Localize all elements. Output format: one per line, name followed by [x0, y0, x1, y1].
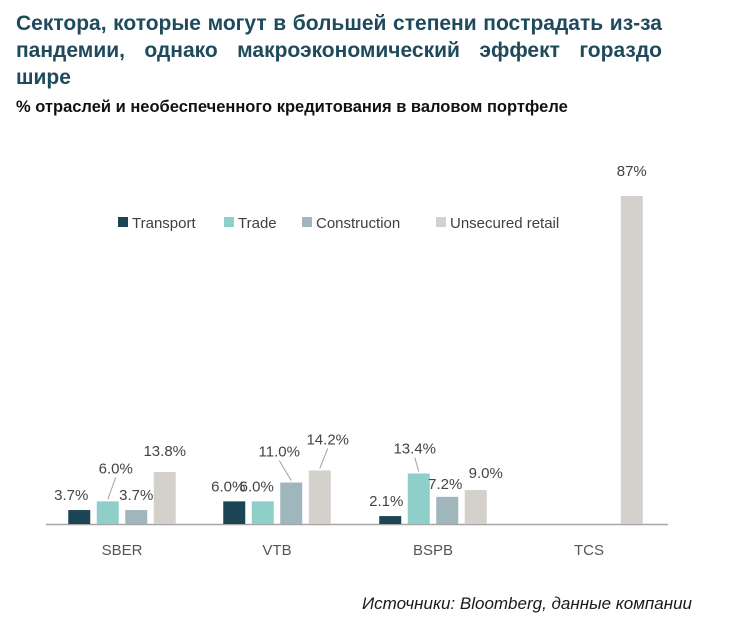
legend-label-trade: Trade [238, 215, 277, 232]
x-tick-label-sber: SBER [102, 542, 143, 559]
bar-vtb-construction [280, 482, 303, 524]
legend-swatch-transport [118, 217, 128, 227]
leader-line-bspb-trade [414, 457, 420, 472]
data-label-sber-construction: 3.7% [119, 487, 153, 504]
bar-vtb-trade [251, 501, 274, 524]
chart-subtitle: % отраслей и необеспеченного кредитовани… [16, 98, 568, 116]
data-label-vtb-unsecured-retail: 14.2% [306, 431, 349, 448]
legend-label-unsecured-retail: Unsecured retail [450, 215, 559, 232]
bar-bspb-transport [379, 516, 402, 524]
legend-label-construction: Construction [316, 215, 400, 232]
bar-sber-transport [68, 510, 91, 524]
bar-sber-unsecured-retail [153, 471, 176, 524]
source-note: Источники: Bloomberg, данные компании [362, 594, 692, 613]
data-label-vtb-construction: 11.0% [259, 444, 300, 461]
data-label-sber-trade: 6.0% [99, 460, 133, 477]
leader-line-vtb-construction [278, 460, 292, 481]
x-tick-label-tcs: TCS [574, 542, 604, 559]
bar-bspb-unsecured-retail [464, 490, 487, 524]
data-label-bspb-construction: 7.2% [428, 476, 462, 493]
x-tick-label-vtb: VTB [262, 542, 291, 559]
x-tick-label-bspb: BSPB [413, 542, 453, 559]
bar-vtb-unsecured-retail [308, 470, 331, 524]
legend-swatch-unsecured-retail [436, 217, 446, 227]
bar-vtb-transport [223, 501, 246, 524]
bar-sber-construction [125, 510, 148, 524]
legend-swatch-trade [224, 217, 234, 227]
bar-tcs-unsecured-retail [620, 196, 643, 524]
legend-label-transport: Transport [132, 215, 196, 232]
data-label-vtb-transport: 6.0% [211, 478, 245, 495]
bar-bspb-construction [436, 496, 459, 524]
data-label-sber-transport: 3.7% [54, 487, 88, 504]
bar-bspb-trade [407, 473, 430, 524]
leader-line-vtb-unsecured-retail [319, 448, 329, 469]
leader-line-sber-trade [107, 477, 117, 500]
data-label-bspb-unsecured-retail: 9.0% [469, 465, 503, 482]
chart-title: Сектора, которые могут в большей степени… [16, 12, 662, 89]
bar-sber-trade [96, 501, 119, 524]
data-label-vtb-trade: 6.0% [240, 478, 274, 495]
data-label-bspb-transport: 2.1% [369, 493, 403, 510]
data-label-tcs-unsecured-retail: 87% [617, 163, 647, 180]
data-label-sber-unsecured-retail: 13.8% [143, 443, 186, 460]
legend-swatch-construction [302, 217, 312, 227]
data-label-bspb-trade: 13.4% [393, 440, 436, 457]
